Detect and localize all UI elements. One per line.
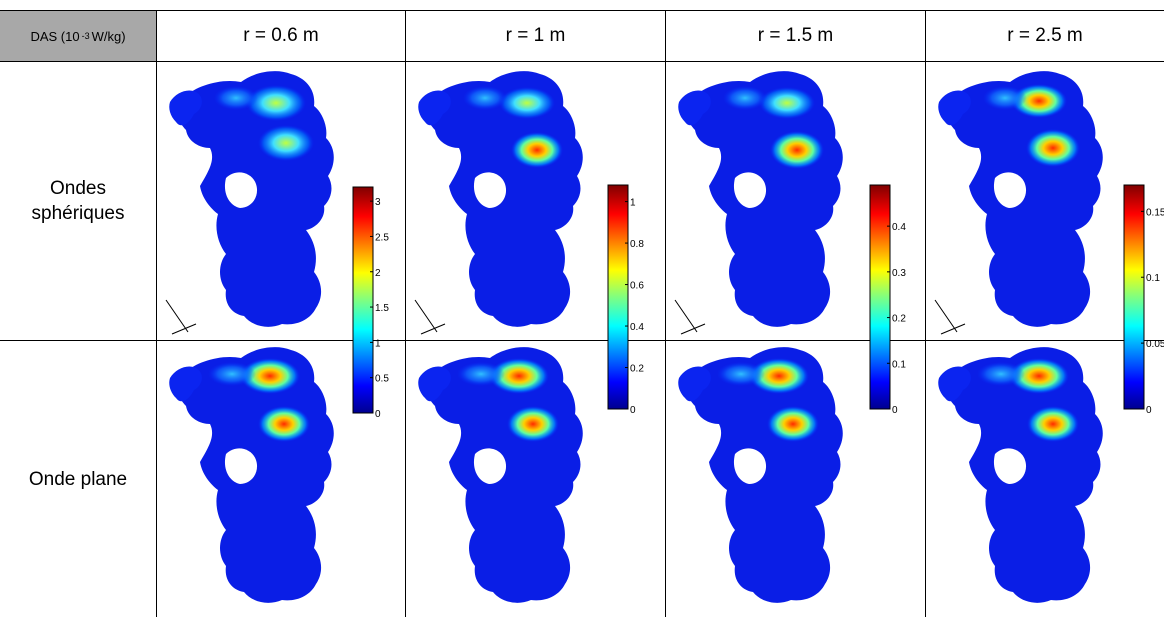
- colorbar-tick-label: 2: [375, 268, 381, 279]
- header-divider: [0, 61, 1164, 62]
- colorbar-tick-label: 0.3: [892, 268, 906, 279]
- colorbar-tick-label: 1: [630, 198, 636, 209]
- column-header-r-2-5: r = 2.5 m: [1007, 25, 1083, 46]
- col-divider-2: [405, 10, 406, 617]
- colorbar-r-1-5: 0.4 0.3 0.2 0.1 0: [869, 184, 906, 416]
- colorbar-tick-label: 0.2: [892, 314, 906, 325]
- sar-unit-main: DAS (10: [30, 28, 80, 44]
- colorbar-gradient: [869, 184, 891, 410]
- colorbar-gradient: [607, 184, 629, 410]
- sar-map-spherical-r-0-6: [165, 71, 334, 335]
- sar-map-plane-r-0-6: [169, 347, 334, 603]
- colorbar-tick-label: 1.5: [375, 303, 389, 314]
- colorbar-tick-label: 0.1: [892, 359, 906, 370]
- colorbar-tick-label: 0: [1146, 405, 1152, 416]
- column-header-r-0-6: r = 0.6 m: [243, 25, 319, 46]
- row-header-spherical-waves: Ondes sphériques: [31, 178, 125, 224]
- colorbar-tick-label: 3: [375, 197, 381, 208]
- colorbar-tick-label: 0.4: [892, 222, 906, 233]
- sar-map-plane-r-1-5: [678, 347, 843, 603]
- row-divider: [0, 340, 1164, 341]
- table-top-border: [0, 10, 1164, 11]
- colorbar-tick-label: 0.05: [1146, 339, 1164, 350]
- colorbar-r-2-5: 0.15 0.1 0.05 0: [1123, 184, 1164, 416]
- colorbar-tick-label: 2.5: [375, 232, 389, 243]
- colorbar-tick-label: 0.5: [375, 374, 389, 385]
- sar-map-plane-r-1: [418, 347, 583, 603]
- colorbar-tick-label: 0.15: [1146, 207, 1164, 218]
- colorbar-tick-label: 0.6: [630, 281, 644, 292]
- colorbar-r-0-6: 3 2.5 2 1.5 1 0.5 0: [352, 186, 389, 420]
- col-divider-4: [925, 10, 926, 617]
- colorbar-tick-label: 0.8: [630, 239, 644, 250]
- row-header-plane-wave: Onde plane: [28, 468, 128, 490]
- col-divider-3: [665, 10, 666, 617]
- colorbar-r-1: 1 0.8 0.6 0.4 0.2 0: [607, 184, 644, 416]
- sar-map-plane-r-2-5: [938, 347, 1103, 603]
- sar-map-spherical-r-1-5: [674, 71, 843, 335]
- colorbar-tick-label: 0.2: [630, 364, 644, 375]
- colorbar-tick-label: 0: [892, 405, 898, 416]
- col-divider-1: [156, 10, 157, 617]
- colorbar-gradient: [1123, 184, 1145, 410]
- column-header-r-1-5: r = 1.5 m: [757, 25, 834, 46]
- colorbar-tick-label: 0: [630, 405, 636, 416]
- colorbar-tick-label: 0.4: [630, 322, 644, 333]
- sar-map-spherical-r-2-5: [934, 71, 1103, 335]
- sar-map-spherical-r-1: [414, 71, 583, 335]
- colorbar-tick-label: 0.1: [1146, 273, 1160, 284]
- sar-unit-header: DAS (10 -3 W/kg): [0, 11, 156, 61]
- sar-unit-suffix: W/kg): [91, 28, 126, 44]
- colorbar-tick-label: 0: [375, 409, 381, 420]
- colorbar-gradient: [352, 186, 374, 414]
- sar-unit-exponent: -3: [81, 31, 90, 41]
- column-header-r-1: r = 1 m: [505, 25, 566, 46]
- colorbar-tick-label: 1: [375, 338, 381, 349]
